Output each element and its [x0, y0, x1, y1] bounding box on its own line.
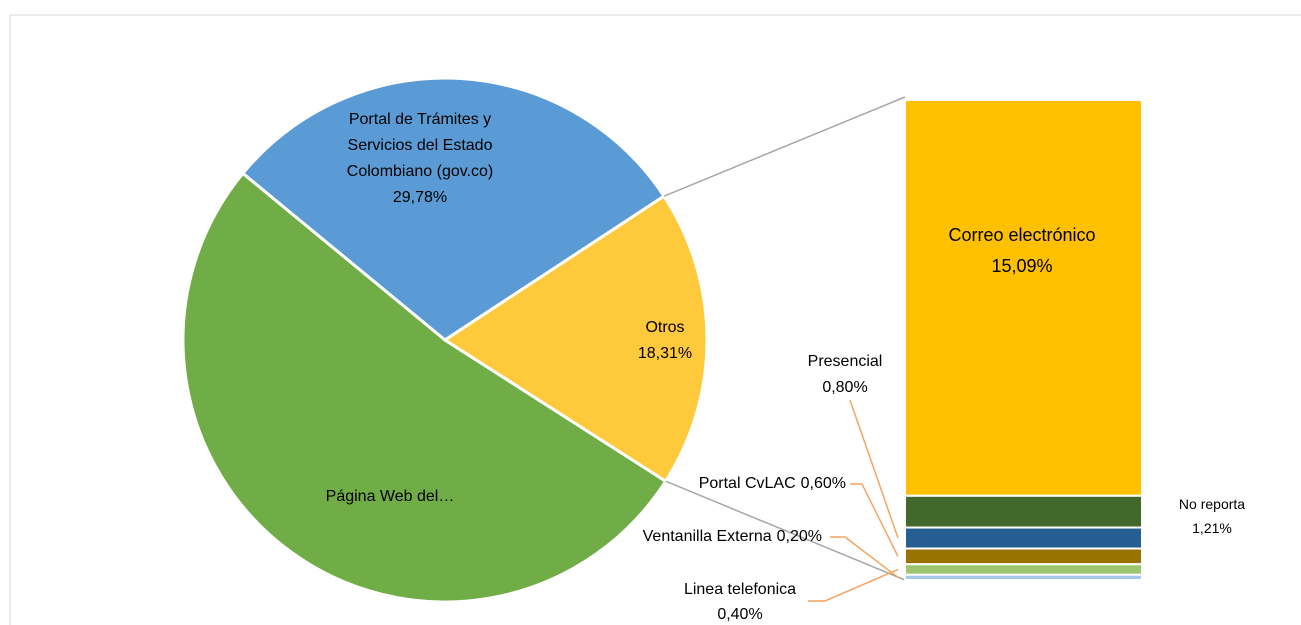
leader-line	[849, 399, 899, 539]
pie-slice	[181, 171, 668, 604]
label-text: 18,31%	[637, 345, 693, 362]
bar-segment	[904, 526, 1143, 550]
bar-label: Presencial 0,80%	[790, 349, 900, 401]
pie-label: Página Web del…	[260, 484, 520, 510]
connector	[665, 480, 906, 581]
bar-segment	[904, 494, 1143, 529]
pie-label: Otros 18,31%	[590, 315, 740, 367]
label-text: 0,20%	[776, 528, 822, 545]
label-text: Otros	[645, 319, 685, 336]
label-text: 1,21%	[1192, 520, 1232, 536]
label-text: Correo electrónico	[948, 225, 1096, 245]
bar-segment	[904, 99, 1143, 497]
label-text: 0,40%	[717, 606, 763, 623]
label-text: Presencial	[807, 353, 883, 370]
leader-line	[808, 568, 899, 602]
pie-label: Portal de Trámites y Servicios del Estad…	[330, 107, 510, 211]
bar-label: Linea telefonica 0,40%	[660, 577, 820, 625]
label-text: No reporta	[1178, 496, 1246, 512]
bar-segment	[904, 573, 1143, 581]
frame	[9, 14, 1301, 625]
bar-label: Correo electrónico 15,09%	[902, 220, 1142, 282]
label-text: 15,09%	[991, 256, 1053, 276]
label-text: Linea telefonica	[683, 581, 797, 598]
label-text: Ventanilla Externa	[642, 528, 772, 545]
label-text: 29,78%	[392, 189, 448, 206]
label-text: Portal CvLAC	[698, 475, 796, 492]
label-text: Portal de Trámites y Servicios del Estad…	[346, 111, 494, 180]
label-text: Página Web del…	[325, 488, 455, 505]
pie-slice	[442, 194, 709, 484]
connector	[663, 96, 906, 197]
bar-label: No reporta 1,21%	[1160, 492, 1264, 540]
leader-line	[850, 483, 899, 557]
bar-label: Portal CvLAC 0,60%	[699, 471, 846, 497]
label-text: 0,60%	[800, 475, 846, 492]
leader-line	[830, 536, 899, 578]
pie-slice	[240, 76, 667, 342]
bar-label: Ventanilla Externa 0,20%	[643, 524, 822, 550]
bar-segment	[904, 563, 1143, 576]
label-text: 0,80%	[822, 379, 868, 396]
bar-segment	[904, 547, 1143, 566]
